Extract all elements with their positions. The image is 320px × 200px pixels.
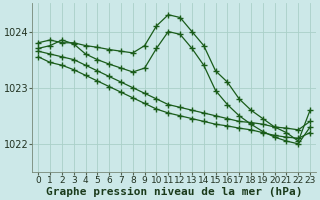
X-axis label: Graphe pression niveau de la mer (hPa): Graphe pression niveau de la mer (hPa) [46, 186, 302, 197]
